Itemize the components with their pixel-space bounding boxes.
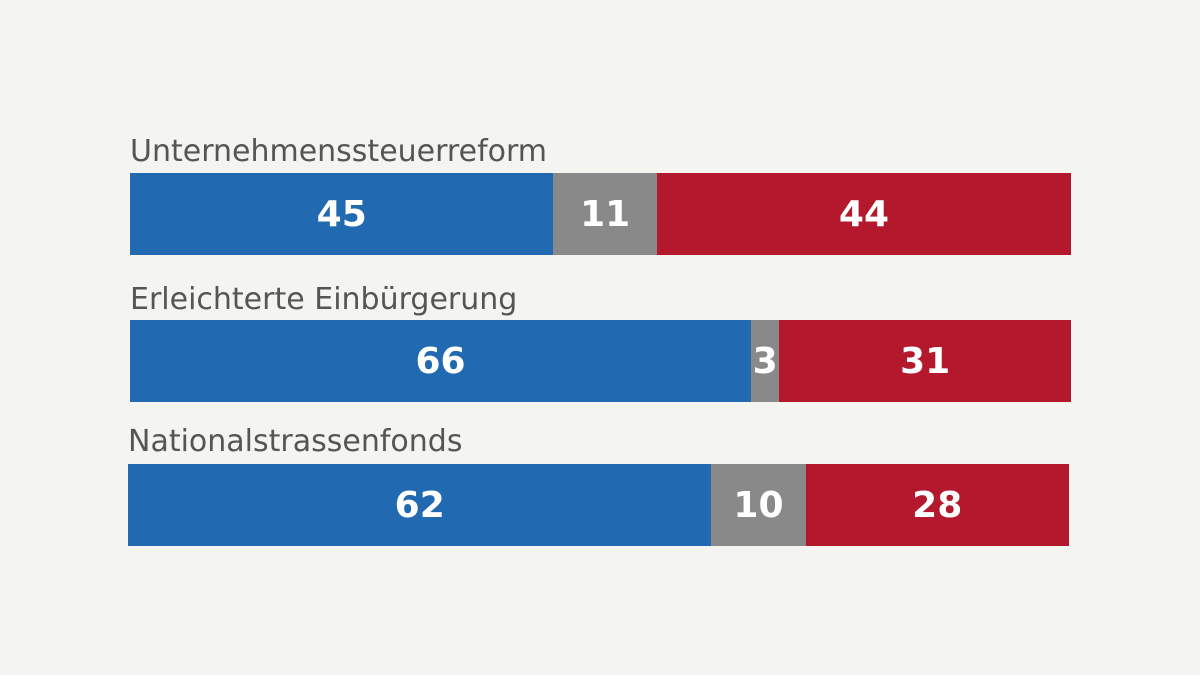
segment-red: 28 (805, 464, 1069, 546)
segment-red: 31 (779, 320, 1071, 402)
segment-blue: 62 (128, 464, 712, 546)
segment-grey: 11 (553, 173, 657, 255)
row-bar: 45 11 44 (130, 173, 1071, 255)
segment-blue: 45 (130, 173, 554, 255)
row-label: Nationalstrassenfonds (128, 424, 463, 459)
row-label: Unternehmenssteuerreform (130, 134, 548, 169)
row-bar: 62 10 28 (128, 464, 1069, 546)
segment-blue: 66 (130, 320, 752, 402)
row-bar: 66 3 31 (130, 320, 1071, 402)
segment-grey: 10 (711, 464, 806, 546)
segment-grey: 3 (751, 320, 780, 402)
segment-red: 44 (656, 173, 1071, 255)
row-label: Erleichterte Einbürgerung (130, 282, 518, 317)
